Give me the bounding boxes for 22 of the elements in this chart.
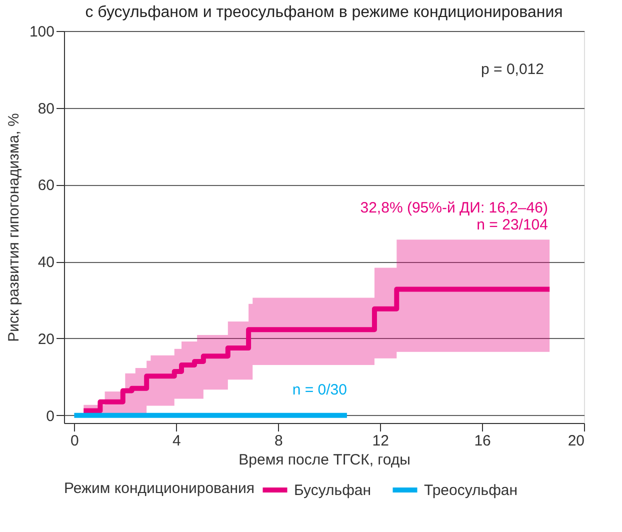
y-axis-title: Риск развития гипогонадизма, % xyxy=(5,113,22,342)
annotation: n = 0/30 xyxy=(292,381,347,398)
y-tick-label: 0 xyxy=(46,408,54,425)
annotation: n = 23/104 xyxy=(476,216,548,234)
x-tick-label: 4 xyxy=(172,432,181,450)
x-tick-label: 12 xyxy=(372,432,389,450)
y-tick-label: 60 xyxy=(38,177,54,194)
x-axis-title: Время после ТГСК, годы xyxy=(238,452,410,468)
y-tick-label: 80 xyxy=(38,100,54,118)
x-tick-label: 8 xyxy=(274,432,283,450)
legend-label: Бусульфан xyxy=(294,482,372,499)
x-tick-label: 0 xyxy=(70,432,79,450)
x-tick-label: 16 xyxy=(474,432,491,450)
y-tick-label: 100 xyxy=(29,24,54,40)
annotation: p = 0,012 xyxy=(481,61,544,78)
legend-title: Режим кондиционирования xyxy=(64,480,254,497)
legend-label: Треосульфан xyxy=(424,482,518,499)
x-tick-label: 20 xyxy=(568,432,584,450)
y-tick-label: 20 xyxy=(38,330,54,348)
y-tick-label: 40 xyxy=(38,254,54,272)
chart-title: с бусульфаном и треосульфаном в режиме кондиционирования xyxy=(85,4,563,21)
annotation: 32,8% (95%-й ДИ: 16,2–46) xyxy=(360,199,548,216)
